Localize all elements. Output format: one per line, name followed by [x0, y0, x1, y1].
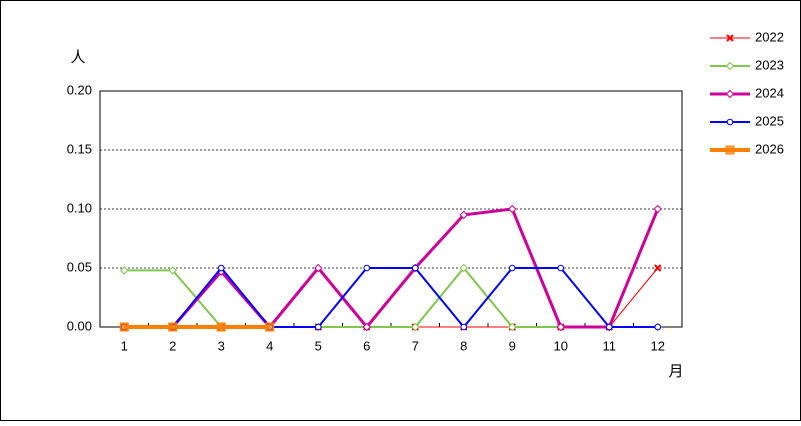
marker — [460, 323, 468, 331]
x-axis-label: 月 — [668, 363, 683, 380]
legend-marker — [726, 34, 734, 42]
legend-label: 2026 — [755, 141, 784, 156]
x-tick-label: 6 — [363, 338, 370, 353]
marker — [508, 322, 517, 332]
legend-marker — [726, 118, 734, 126]
y-axis-label: 人 — [70, 49, 85, 66]
y-tick-label: 0.10 — [67, 200, 92, 215]
x-tick-label: 10 — [554, 338, 568, 353]
marker — [119, 322, 129, 332]
x-tick-label: 8 — [460, 338, 467, 353]
y-tick-label: 0.20 — [67, 82, 92, 97]
marker — [459, 210, 468, 220]
x-tick-label: 9 — [509, 338, 516, 353]
x-tick-label: 7 — [412, 338, 419, 353]
marker — [314, 263, 323, 273]
marker — [605, 323, 613, 331]
series-line — [124, 207, 660, 330]
marker — [120, 266, 129, 275]
marker — [314, 323, 322, 331]
marker — [168, 322, 178, 332]
legend-label: 2024 — [755, 85, 784, 100]
marker — [654, 323, 662, 331]
x-tick-label: 2 — [169, 338, 176, 353]
x-tick-label: 4 — [266, 338, 273, 353]
legend-marker — [725, 89, 735, 99]
x-tick-label: 3 — [218, 338, 225, 353]
legend-label: 2023 — [755, 57, 784, 72]
marker — [216, 322, 226, 332]
marker — [411, 264, 419, 272]
marker — [265, 322, 275, 332]
marker — [362, 322, 371, 332]
legend-label: 2025 — [755, 113, 784, 128]
x-tick-label: 5 — [315, 338, 322, 353]
marker — [411, 322, 420, 332]
legend-marker — [725, 145, 735, 155]
legend-label: 2022 — [755, 29, 784, 44]
plot-area — [99, 90, 683, 328]
marker — [654, 264, 662, 272]
marker — [508, 264, 516, 272]
marker — [557, 264, 565, 272]
legend-marker — [725, 61, 735, 71]
marker — [217, 264, 225, 272]
x-tick-label: 1 — [121, 338, 128, 353]
marker — [168, 266, 177, 275]
marker — [653, 204, 662, 214]
y-tick-label: 0.05 — [67, 259, 92, 274]
marker — [556, 322, 565, 332]
y-tick-label: 0.15 — [67, 141, 92, 156]
x-tick-label: 12 — [651, 338, 665, 353]
marker — [363, 264, 371, 272]
x-tick-label: 11 — [603, 338, 617, 353]
marker — [459, 263, 468, 273]
marker — [508, 204, 517, 214]
y-tick-label: 0.00 — [67, 318, 92, 333]
series-line — [124, 266, 658, 329]
